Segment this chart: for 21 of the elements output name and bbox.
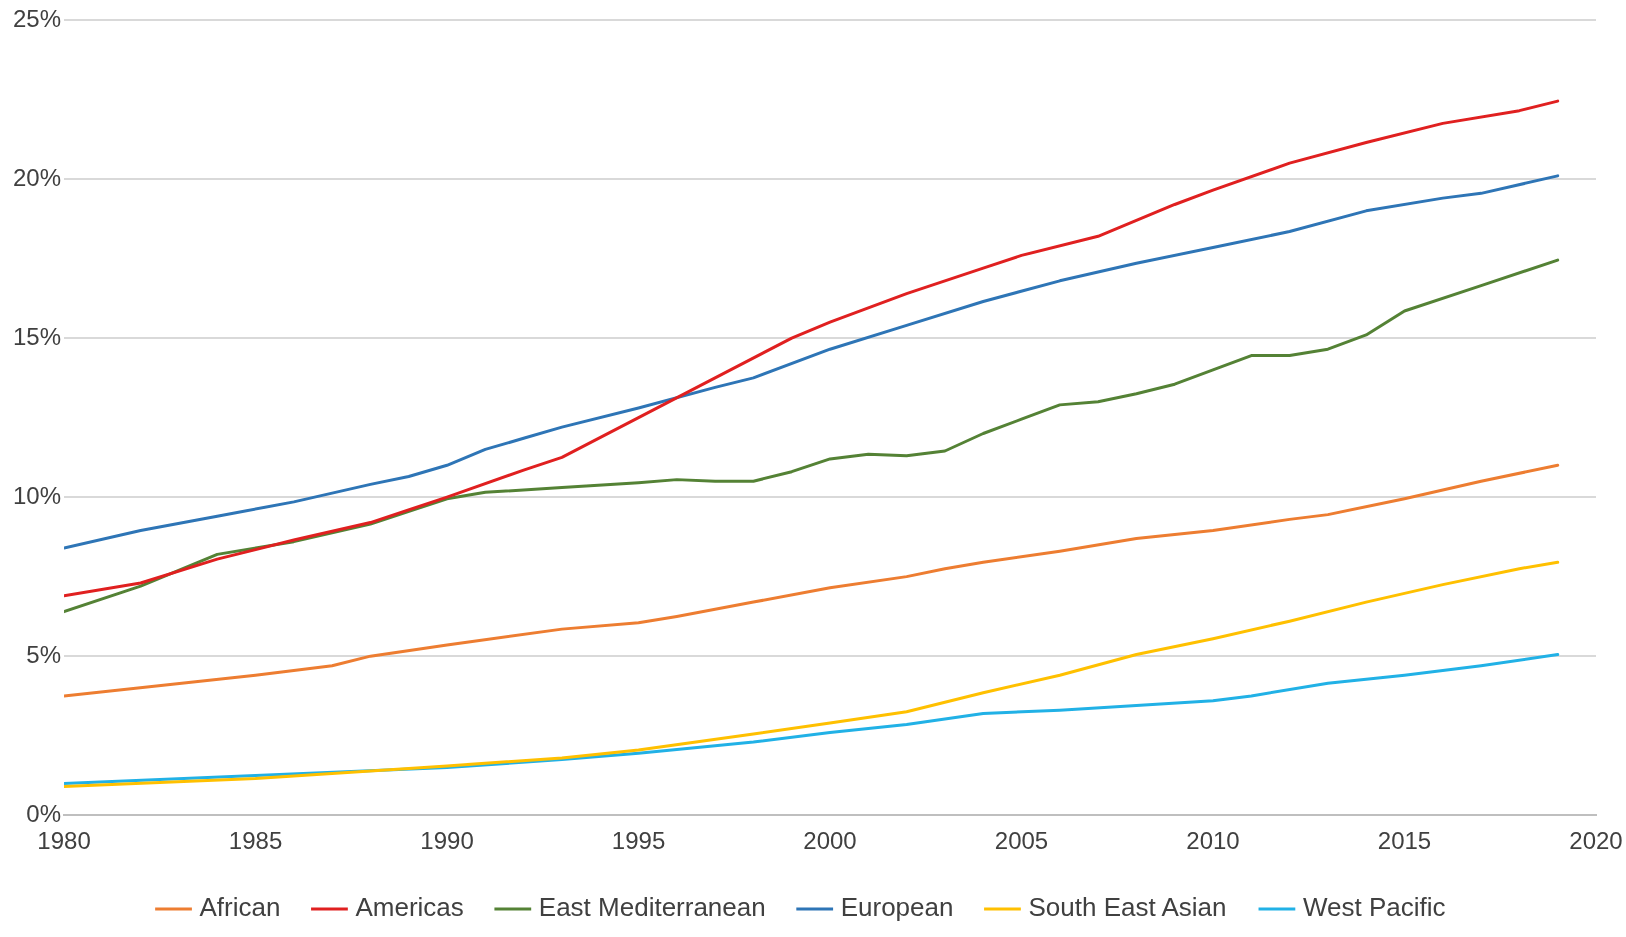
legend-label: East Mediterranean [538,892,766,923]
y-tick-label: 20% [12,163,62,191]
legend-label: Americas [355,892,464,923]
x-tick-label: 1990 [420,827,474,855]
y-tick-label: 15% [12,322,62,350]
x-tick-label: 1985 [228,827,283,855]
x-tick-label: 2005 [994,827,1049,855]
x-tick-label: 2010 [1186,827,1240,855]
y-tick-label: 5% [26,640,62,668]
legend-label: African [199,892,281,923]
y-tick-label: 25% [12,4,62,32]
x-tick-label: 1995 [611,827,666,855]
y-tick-label: 0% [26,799,62,827]
legend-label: South East Asian [1028,892,1227,923]
x-tick-label: 2000 [803,827,857,855]
legend-label: European [840,892,954,923]
x-tick-label: 2015 [1377,827,1432,855]
x-tick-label: 2020 [1569,827,1623,855]
legend-label: West Pacific [1302,892,1446,923]
y-tick-label: 10% [12,481,62,509]
x-tick-label: 1980 [37,827,91,855]
